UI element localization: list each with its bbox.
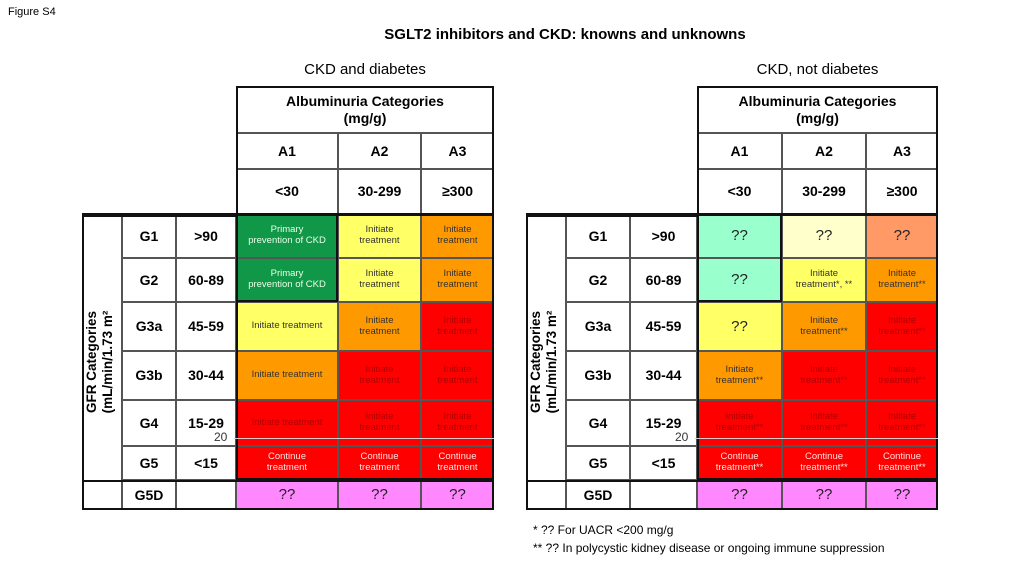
subtitle-diabetes: CKD and diabetes [304, 61, 426, 78]
recommendation-cell: Initiate treatment** [697, 351, 782, 400]
overlay-text: 20 [675, 430, 689, 444]
figure-title: SGLT2 inhibitors and CKD: knowns and unk… [384, 26, 746, 43]
gfr-range: 60-89 [176, 258, 236, 302]
recommendation-cell: Initiate treatment** [697, 400, 782, 446]
gfr-category: G3b [122, 351, 176, 400]
gfr-range: <15 [630, 446, 697, 480]
gfr-range: 15-29 [630, 400, 697, 446]
albuminuria-range: <30 [236, 169, 338, 214]
recommendation-cell: Initiate treatment [421, 214, 494, 258]
gfr-range: 30-44 [630, 351, 697, 400]
gfr-category: G5D [566, 480, 630, 510]
gfr-category: G2 [122, 258, 176, 302]
recommendation-cell: Continue treatment** [697, 446, 782, 480]
gfr-category: G1 [566, 214, 630, 258]
recommendation-cell: ?? [421, 480, 494, 510]
gfr-categories-label: GFR Categories (mL/min/1.73 m² [528, 310, 559, 414]
recommendation-cell: Initiate treatment [236, 302, 338, 351]
albuminuria-range: 30-299 [782, 169, 866, 214]
recommendation-cell: Continue treatment [236, 446, 338, 480]
recommendation-cell: ?? [782, 480, 866, 510]
recommendation-cell: Continue treatment** [866, 446, 938, 480]
gfr-range: >90 [176, 214, 236, 258]
gfr-category: G2 [566, 258, 630, 302]
recommendation-cell: Initiate treatment [338, 258, 421, 302]
overlay-line [234, 438, 494, 439]
figure-label: Figure S4 [8, 6, 56, 18]
gfr-range: 60-89 [630, 258, 697, 302]
recommendation-cell: Initiate treatment** [866, 302, 938, 351]
albuminuria-range: <30 [697, 169, 782, 214]
recommendation-cell: Initiate treatment [236, 400, 338, 446]
gfr-range: <15 [176, 446, 236, 480]
albuminuria-header: Albuminuria Categories (mg/g) [697, 86, 938, 133]
gfr-range [176, 480, 236, 510]
recommendation-cell: Initiate treatment** [782, 400, 866, 446]
albuminuria-header: Albuminuria Categories (mg/g) [236, 86, 494, 133]
recommendation-cell: Initiate treatment [421, 351, 494, 400]
recommendation-cell: ?? [866, 480, 938, 510]
recommendation-cell: Initiate treatment [421, 302, 494, 351]
gfr-range [630, 480, 697, 510]
recommendation-cell: Initiate treatment [338, 214, 421, 258]
recommendation-cell: Continue treatment** [782, 446, 866, 480]
gfr-range: 45-59 [176, 302, 236, 351]
albuminuria-category: A3 [866, 133, 938, 169]
recommendation-cell: ?? [236, 480, 338, 510]
gfr-range: 15-29 [176, 400, 236, 446]
albuminuria-category: A3 [421, 133, 494, 169]
recommendation-cell: Continue treatment [421, 446, 494, 480]
recommendation-cell: Initiate treatment [338, 400, 421, 446]
recommendation-cell: Initiate treatment*, ** [782, 258, 866, 302]
recommendation-cell: ?? [697, 214, 782, 258]
albuminuria-range: 30-299 [338, 169, 421, 214]
albuminuria-category: A1 [236, 133, 338, 169]
recommendation-cell: Initiate treatment [338, 351, 421, 400]
gfr-category: G4 [566, 400, 630, 446]
recommendation-cell: Initiate treatment [236, 351, 338, 400]
gfr-category: G3b [566, 351, 630, 400]
albuminuria-category: A2 [782, 133, 866, 169]
overlay-text: 20 [214, 430, 228, 444]
albuminuria-range: ≥300 [421, 169, 494, 214]
recommendation-cell: ?? [697, 480, 782, 510]
recommendation-cell: Initiate treatment** [866, 258, 938, 302]
albuminuria-category: A1 [697, 133, 782, 169]
gfr-range: 45-59 [630, 302, 697, 351]
gfr-category: G5 [122, 446, 176, 480]
recommendation-cell: ?? [697, 258, 782, 302]
recommendation-cell: Primary prevention of CKD [236, 258, 338, 302]
footnote-1: * ?? For UACR <200 mg/g [533, 523, 674, 537]
recommendation-cell: Continue treatment [338, 446, 421, 480]
gfr-category: G4 [122, 400, 176, 446]
gfr-range: >90 [630, 214, 697, 258]
recommendation-cell: Initiate treatment** [866, 400, 938, 446]
gfr-category: G1 [122, 214, 176, 258]
recommendation-cell: ?? [338, 480, 421, 510]
recommendation-cell: ?? [782, 214, 866, 258]
albuminuria-range: ≥300 [866, 169, 938, 214]
gfr-category: G5 [566, 446, 630, 480]
recommendation-cell: Initiate treatment** [782, 302, 866, 351]
gfr-category: G3a [122, 302, 176, 351]
recommendation-cell: Initiate treatment** [866, 351, 938, 400]
recommendation-cell: ?? [697, 302, 782, 351]
recommendation-cell: Initiate treatment [421, 258, 494, 302]
gfr-category: G3a [566, 302, 630, 351]
recommendation-cell: Primary prevention of CKD [236, 214, 338, 258]
recommendation-cell: ?? [866, 214, 938, 258]
recommendation-cell: Initiate treatment [421, 400, 494, 446]
gfr-category: G5D [122, 480, 176, 510]
gfr-categories-label: GFR Categories (mL/min/1.73 m² [84, 310, 115, 414]
footnote-2: ** ?? In polycystic kidney disease or on… [533, 541, 885, 555]
overlay-line [695, 438, 938, 439]
recommendation-cell: Initiate treatment** [782, 351, 866, 400]
gfr-range: 30-44 [176, 351, 236, 400]
recommendation-cell: Initiate treatment [338, 302, 421, 351]
albuminuria-category: A2 [338, 133, 421, 169]
subtitle-not-diabetes: CKD, not diabetes [756, 61, 879, 78]
